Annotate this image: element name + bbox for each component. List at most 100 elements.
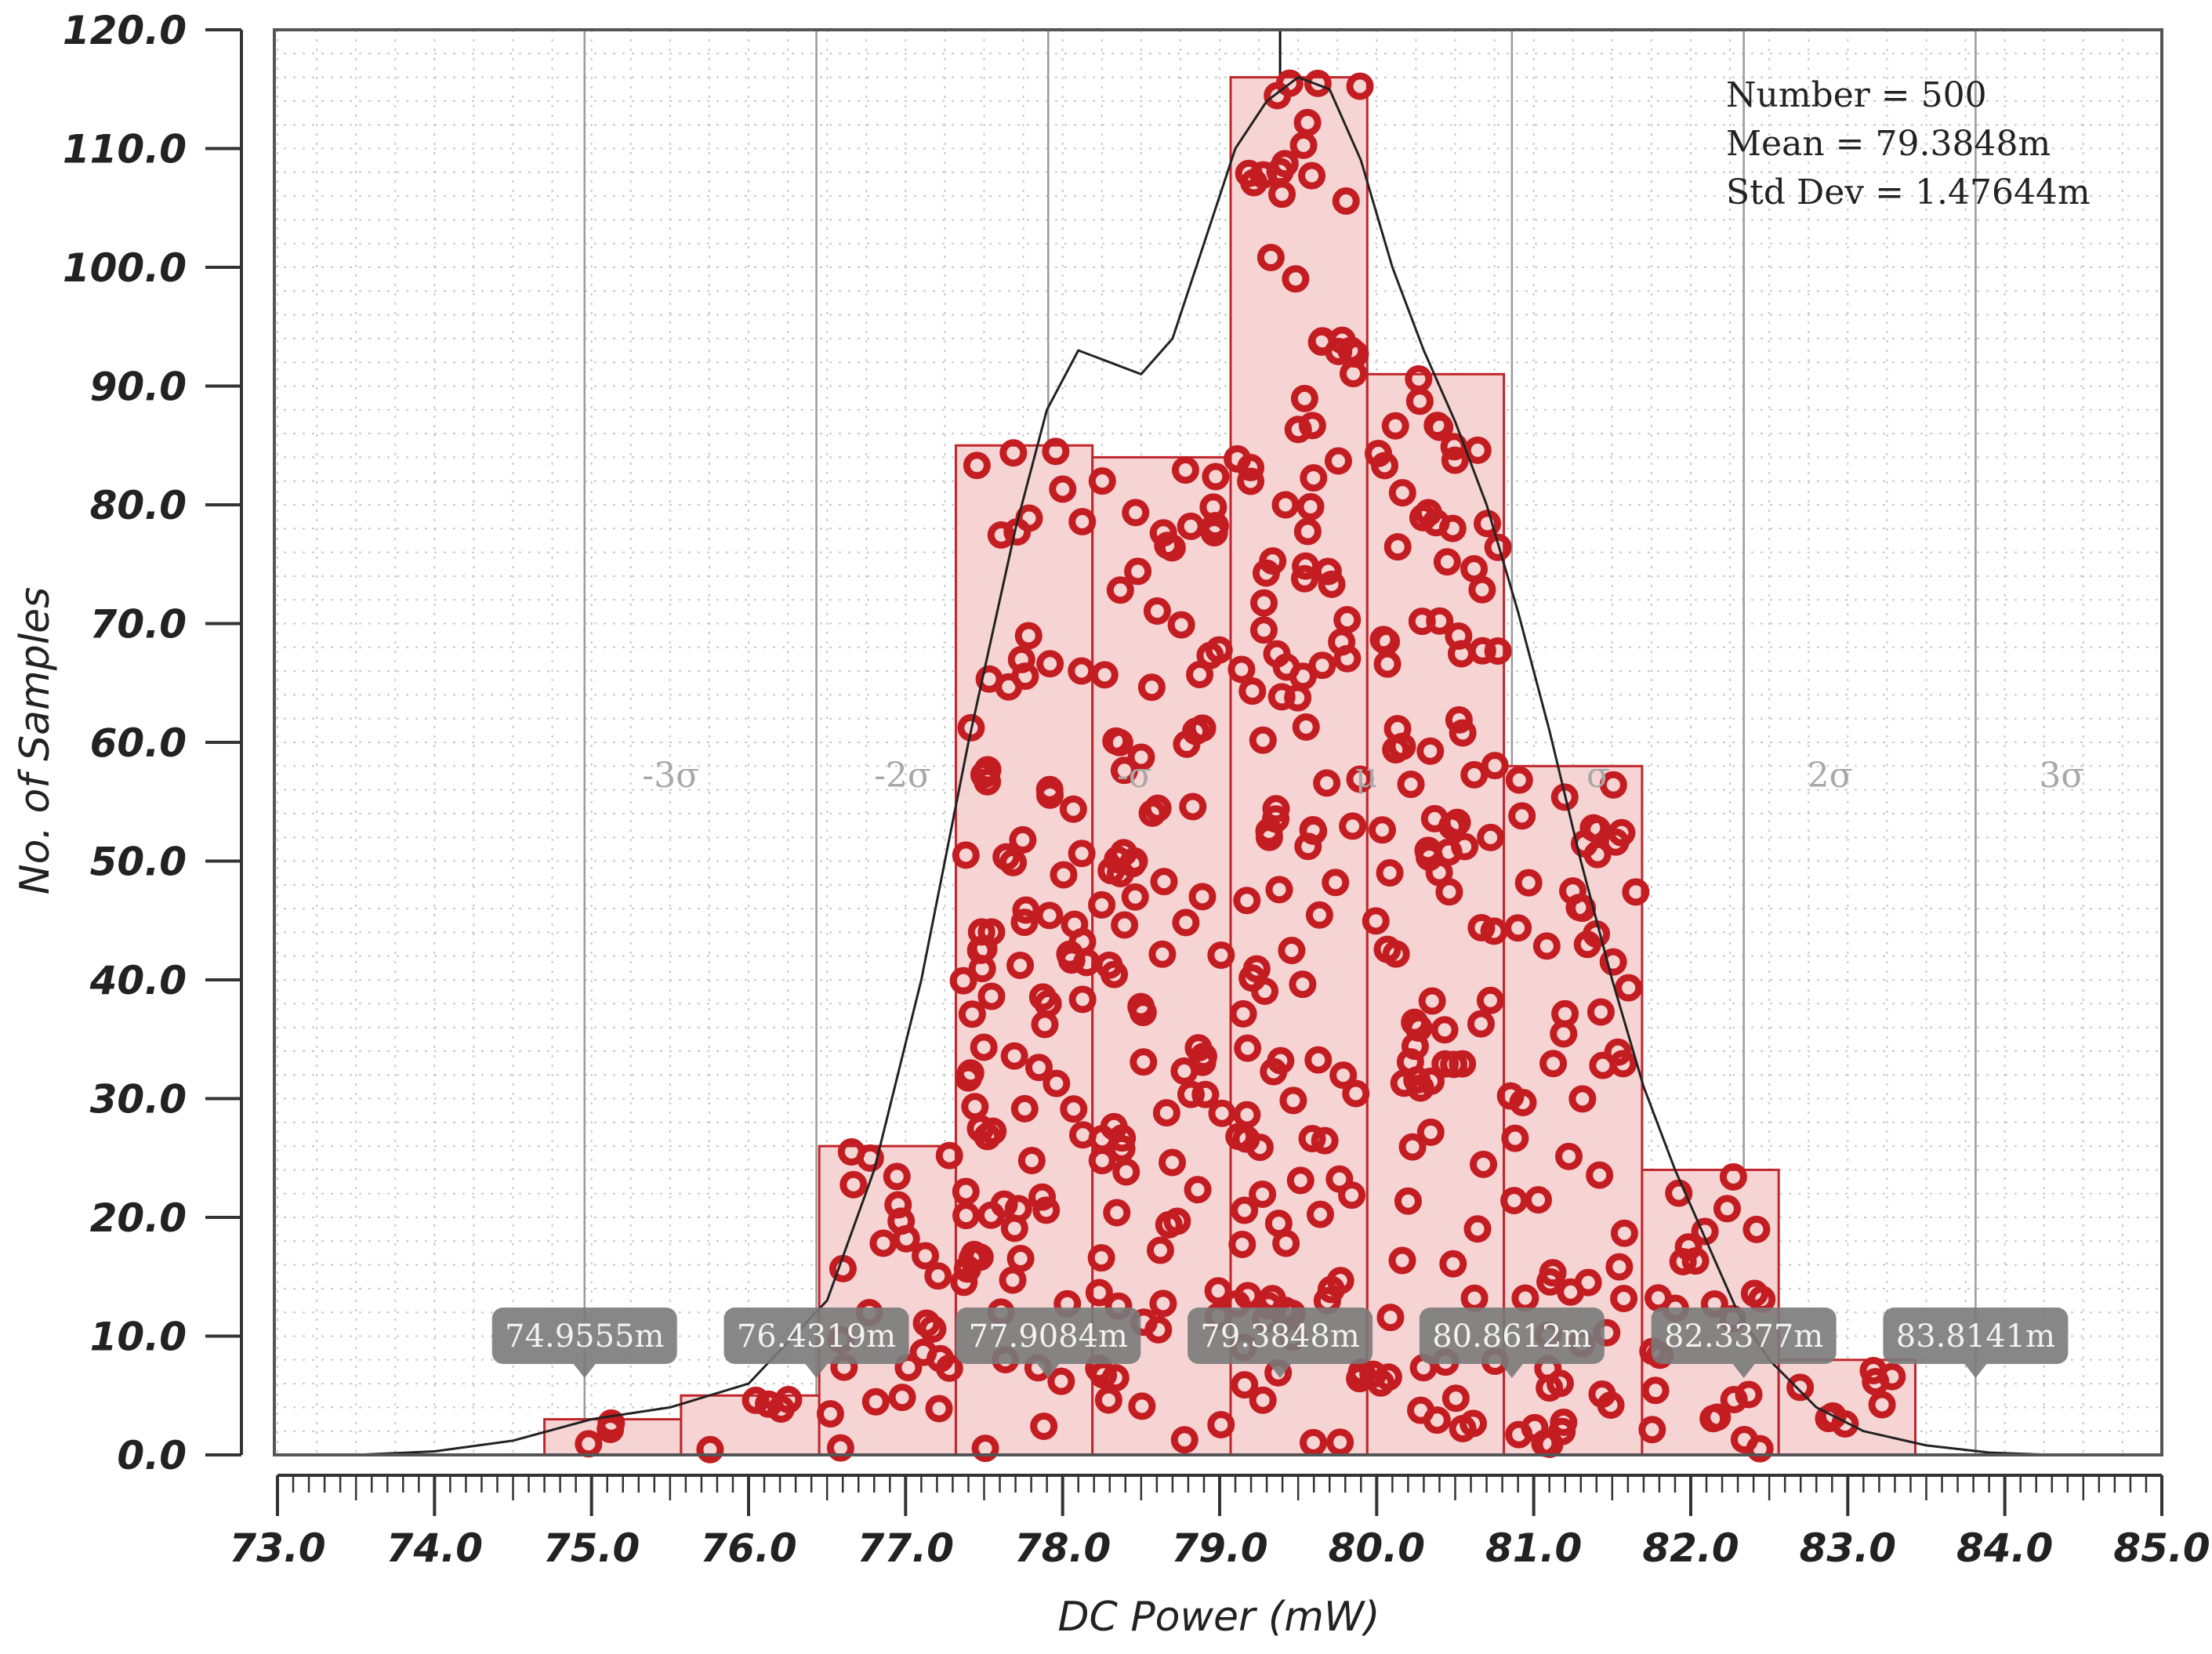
sample-point: [1284, 684, 1312, 712]
sample-point: [1742, 1215, 1771, 1243]
sample-point: [952, 841, 980, 869]
sample-point: [1868, 1391, 1896, 1419]
sample-point: [1467, 1010, 1495, 1038]
x-tick-label: 80.0: [1329, 1525, 1425, 1571]
sample-point: [1470, 1150, 1498, 1178]
sample-point: [1418, 987, 1446, 1015]
sample-point: [1149, 1289, 1177, 1318]
sample-point: [1144, 794, 1172, 822]
sample-point: [1536, 1374, 1564, 1402]
sample-point: [1293, 108, 1322, 136]
sample-point: [1415, 843, 1443, 872]
sample-point: [1234, 1282, 1262, 1310]
sample-point: [1376, 859, 1404, 887]
y-tick-label: 80.0: [90, 483, 187, 528]
sample-point: [1143, 597, 1171, 626]
density-curve-group: [356, 76, 2052, 1456]
sample-point: [1550, 783, 1579, 811]
sample-point: [1467, 913, 1496, 941]
sample-point: [1746, 1435, 1774, 1463]
axes: 0.0 10.0 20.0 30.0 40.0 50.0 60.0 70.0 80.0 90.0 1…: [63, 8, 2210, 1571]
sample-point: [1514, 869, 1543, 897]
y-tick-label: 0.0: [117, 1433, 187, 1478]
sample-point: [927, 1344, 955, 1373]
sigma-marker: 83.8141m: [1883, 1308, 2069, 1378]
sample-point: [1225, 1123, 1253, 1151]
sample-point: [958, 1000, 986, 1028]
sample-point: [1333, 606, 1362, 634]
sample-point: [1308, 651, 1336, 680]
sample-point: [1583, 840, 1612, 869]
sample-point: [888, 1384, 916, 1412]
sample-point: [1068, 508, 1097, 536]
sample-point: [1085, 1279, 1113, 1307]
sample-point: [1308, 327, 1336, 355]
sample-point: [1059, 795, 1087, 823]
sample-point: [1416, 1067, 1445, 1095]
y-tick-label: 110.0: [63, 127, 187, 172]
sample-point: [1398, 1133, 1427, 1161]
sample-point: [1477, 823, 1505, 851]
sample-point: [949, 967, 977, 995]
sample-point: [1786, 1373, 1815, 1402]
sample-point: [1324, 447, 1352, 475]
plot-frame: [273, 28, 2163, 1456]
sample-point: [1171, 456, 1199, 484]
sample-point: [1292, 552, 1320, 580]
sample-point: [1397, 771, 1425, 799]
sample-point: [1439, 1250, 1467, 1278]
sample-point: [1610, 1219, 1638, 1247]
sigma-markers: 74.9555m 76.4319m 77.9084m 79.3848m 80.8612m…: [491, 1308, 2069, 1378]
sample-point: [1233, 1101, 1261, 1129]
sample-point: [1249, 1386, 1277, 1414]
sample-point: [1087, 1244, 1115, 1272]
sample-point: [1231, 1371, 1259, 1399]
sample-point: [1292, 713, 1320, 741]
sample-point: [1137, 673, 1166, 702]
sample-point: [1405, 365, 1433, 393]
sample-point: [1237, 453, 1265, 481]
sample-point: [1090, 1361, 1118, 1389]
sample-point: [1599, 948, 1627, 976]
sample-point: [1371, 452, 1399, 480]
sample-point: [1010, 909, 1039, 937]
sample-point: [1235, 159, 1263, 187]
sample-point: [1028, 983, 1057, 1011]
sample-point: [1463, 1215, 1492, 1243]
sample-point: [987, 521, 1015, 550]
sample-point: [1014, 622, 1043, 650]
sample-point: [1304, 1046, 1333, 1074]
sigma-marker: 74.9555m: [491, 1308, 677, 1378]
sample-point: [1199, 493, 1227, 521]
sample-point: [1373, 628, 1401, 656]
sample-point: [1205, 636, 1233, 664]
sample-point: [1388, 1246, 1416, 1275]
sample-point: [1332, 187, 1360, 215]
sample-point: [1405, 1014, 1433, 1042]
sample-point: [1106, 576, 1134, 604]
y-tick-label: 10.0: [90, 1315, 187, 1360]
sample-point: [1127, 992, 1155, 1021]
sample-point: [894, 1354, 923, 1382]
sample-point: [958, 1244, 986, 1272]
sample-point: [992, 843, 1021, 871]
sample-point: [935, 1141, 963, 1170]
sample-point: [1586, 998, 1615, 1026]
sample-point: [1290, 564, 1318, 593]
sample-point: [1105, 728, 1133, 756]
sample-point: [1090, 661, 1119, 689]
sample-point: [1691, 1217, 1719, 1246]
sample-point: [1382, 940, 1410, 968]
sample-point: [1665, 1179, 1693, 1207]
sample-point: [1441, 1384, 1470, 1413]
sample-point: [1233, 887, 1261, 915]
sample-point: [1669, 1248, 1697, 1276]
sample-point: [1173, 730, 1201, 758]
sample-point: [1265, 876, 1293, 904]
sample-point: [1264, 82, 1292, 110]
sample-point: [971, 1435, 999, 1463]
sample-point: [952, 1177, 980, 1206]
sample-point: [1234, 1034, 1262, 1062]
sample-point: [1362, 907, 1390, 935]
histogram-bar: [1229, 76, 1369, 1456]
